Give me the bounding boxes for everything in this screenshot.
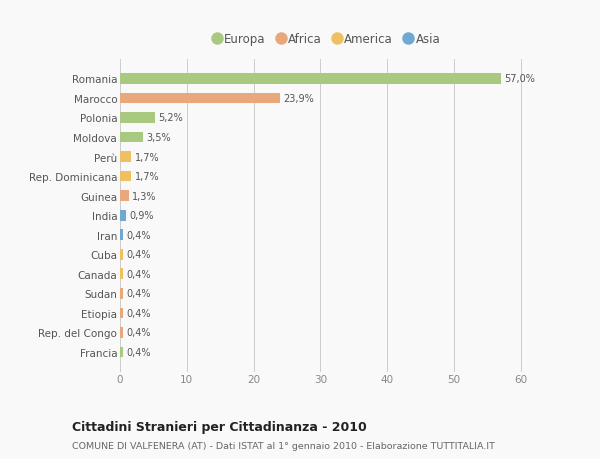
Text: 0,4%: 0,4%	[126, 347, 151, 357]
Bar	[120, 327, 122, 338]
Text: 23,9%: 23,9%	[283, 94, 314, 104]
Text: 0,4%: 0,4%	[126, 328, 151, 338]
Text: 1,7%: 1,7%	[134, 152, 160, 162]
Bar	[120, 308, 122, 319]
Bar	[120, 288, 122, 299]
Text: 57,0%: 57,0%	[504, 74, 535, 84]
Bar	[120, 171, 131, 182]
Bar	[120, 210, 126, 221]
Bar	[120, 132, 143, 143]
Text: 0,4%: 0,4%	[126, 308, 151, 318]
Bar	[120, 191, 128, 202]
Text: 0,4%: 0,4%	[126, 250, 151, 260]
Text: 1,7%: 1,7%	[134, 172, 160, 182]
Bar	[120, 230, 122, 241]
Bar	[120, 249, 122, 260]
Text: 3,5%: 3,5%	[147, 133, 172, 143]
Bar	[120, 152, 131, 162]
Text: 0,9%: 0,9%	[130, 211, 154, 221]
Bar	[120, 269, 122, 280]
Bar	[120, 347, 122, 358]
Text: COMUNE DI VALFENERA (AT) - Dati ISTAT al 1° gennaio 2010 - Elaborazione TUTTITAL: COMUNE DI VALFENERA (AT) - Dati ISTAT al…	[72, 441, 495, 450]
Bar	[120, 93, 280, 104]
Bar	[120, 74, 500, 84]
Text: 1,3%: 1,3%	[132, 191, 157, 201]
Bar	[120, 113, 155, 123]
Text: 0,4%: 0,4%	[126, 230, 151, 240]
Text: 5,2%: 5,2%	[158, 113, 183, 123]
Text: 0,4%: 0,4%	[126, 269, 151, 279]
Legend: Europa, Africa, America, Asia: Europa, Africa, America, Asia	[209, 28, 445, 50]
Text: 0,4%: 0,4%	[126, 289, 151, 299]
Text: Cittadini Stranieri per Cittadinanza - 2010: Cittadini Stranieri per Cittadinanza - 2…	[72, 420, 367, 433]
